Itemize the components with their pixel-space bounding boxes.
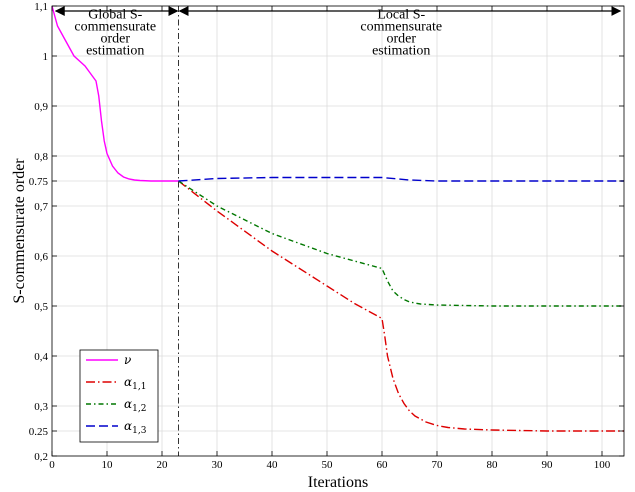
legend-label: α1,1 (124, 375, 146, 392)
x-tick-label: 70 (432, 459, 444, 471)
y-tick-label: 1 (43, 51, 49, 63)
legend-label: α1,3 (124, 419, 147, 436)
x-tick-label: 10 (102, 459, 114, 471)
y-tick-label: 0,5 (34, 301, 48, 313)
phase-annotations: Global S-commensurate order estimation Loca… (74, 8, 442, 59)
x-tick-label: 30 (212, 459, 224, 471)
x-tick-label: 0 (49, 459, 55, 471)
y-tick-label: 0,6 (34, 251, 48, 263)
x-tick-label: 50 (322, 459, 334, 471)
y-tick-label: 0,9 (34, 101, 48, 113)
x-axis-title: Iterations (308, 474, 368, 491)
y-tick-label: 0,2 (34, 451, 48, 463)
x-tick-label: 80 (487, 459, 499, 471)
phase-annotation: Global S-commensurate order estimation (74, 8, 156, 59)
x-tick-label: 100 (594, 459, 611, 471)
x-tick-label: 60 (377, 459, 389, 471)
x-tick-label: 90 (542, 459, 554, 471)
legend-label: α1,2 (124, 397, 146, 414)
series-line (178, 180, 624, 432)
phase-annotation: Local S-commensurate order estimation (360, 8, 442, 59)
y-tick-label: 0.75 (29, 176, 49, 188)
series-line (178, 180, 624, 307)
y-tick-label: 0,3 (34, 401, 48, 413)
y-axis-title: S-commensurate order (11, 158, 28, 304)
y-tick-label: 0,4 (34, 351, 48, 363)
y-axis-ticks: 0,2 0.25 0,3 0,4 0,5 0,6 0,7 0.75 0,8 0,9 1 1,1 (29, 1, 624, 463)
x-tick-label: 40 (267, 459, 279, 471)
legend-label: ν (124, 353, 131, 367)
y-tick-label: 0,8 (34, 151, 48, 163)
legend: ν α1,1 α1,2 α1,3 (79, 349, 159, 443)
y-tick-label: 0,7 (34, 201, 48, 213)
series-group (52, 6, 624, 432)
grid-lines (51, 5, 624, 457)
series-line (52, 6, 179, 182)
x-tick-label: 20 (157, 459, 169, 471)
y-tick-label: 0.25 (29, 426, 49, 438)
y-tick-label: 1,1 (34, 1, 48, 13)
